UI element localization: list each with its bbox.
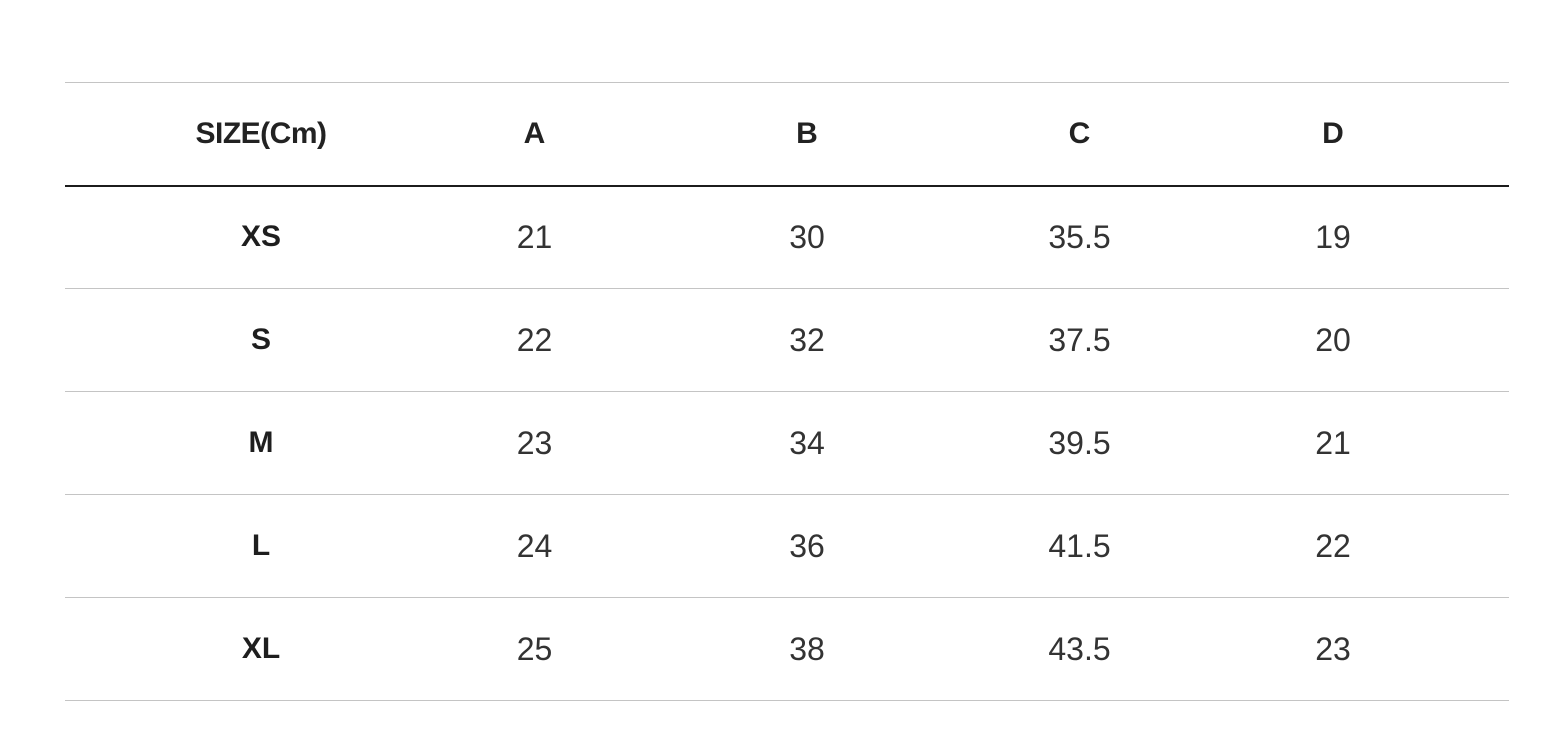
size-label-cell: XS xyxy=(65,185,457,289)
size-label-cell: L xyxy=(65,494,457,598)
measure-b-cell: 36 xyxy=(612,494,1002,598)
size-label-cell: S xyxy=(65,288,457,392)
header-c: C xyxy=(1002,82,1157,187)
header-size: SIZE(Cm) xyxy=(65,82,457,187)
measure-d-cell: 21 xyxy=(1157,391,1509,495)
measure-d-cell: 22 xyxy=(1157,494,1509,598)
measure-d-cell: 19 xyxy=(1157,185,1509,289)
header-a: A xyxy=(457,82,612,187)
measure-a-cell: 24 xyxy=(457,494,612,598)
table-row: L 24 36 41.5 22 xyxy=(65,494,1509,598)
measure-c-cell: 39.5 xyxy=(1002,391,1157,495)
measure-d-cell: 20 xyxy=(1157,288,1509,392)
table-row: XL 25 38 43.5 23 xyxy=(65,597,1509,701)
header-row: SIZE(Cm) A B C D xyxy=(65,82,1509,187)
measure-b-cell: 38 xyxy=(612,597,1002,701)
table-row: XS 21 30 35.5 19 xyxy=(65,185,1509,289)
measure-b-cell: 34 xyxy=(612,391,1002,495)
measure-a-cell: 23 xyxy=(457,391,612,495)
measure-a-cell: 21 xyxy=(457,185,612,289)
size-chart-table: SIZE(Cm) A B C D XS 21 30 35.5 19 S 22 3… xyxy=(65,82,1509,701)
measure-c-cell: 35.5 xyxy=(1002,185,1157,289)
size-label-cell: M xyxy=(65,391,457,495)
measure-c-cell: 43.5 xyxy=(1002,597,1157,701)
table-row: M 23 34 39.5 21 xyxy=(65,391,1509,495)
size-label-cell: XL xyxy=(65,597,457,701)
measure-b-cell: 30 xyxy=(612,185,1002,289)
measure-b-cell: 32 xyxy=(612,288,1002,392)
table-header: SIZE(Cm) A B C D xyxy=(65,82,1509,187)
header-b: B xyxy=(612,82,1002,187)
measure-d-cell: 23 xyxy=(1157,597,1509,701)
header-d: D xyxy=(1157,82,1509,187)
measure-c-cell: 37.5 xyxy=(1002,288,1157,392)
measure-a-cell: 22 xyxy=(457,288,612,392)
table-body: XS 21 30 35.5 19 S 22 32 37.5 20 M 23 34… xyxy=(65,185,1509,701)
measure-a-cell: 25 xyxy=(457,597,612,701)
measure-c-cell: 41.5 xyxy=(1002,494,1157,598)
table-row: S 22 32 37.5 20 xyxy=(65,288,1509,392)
